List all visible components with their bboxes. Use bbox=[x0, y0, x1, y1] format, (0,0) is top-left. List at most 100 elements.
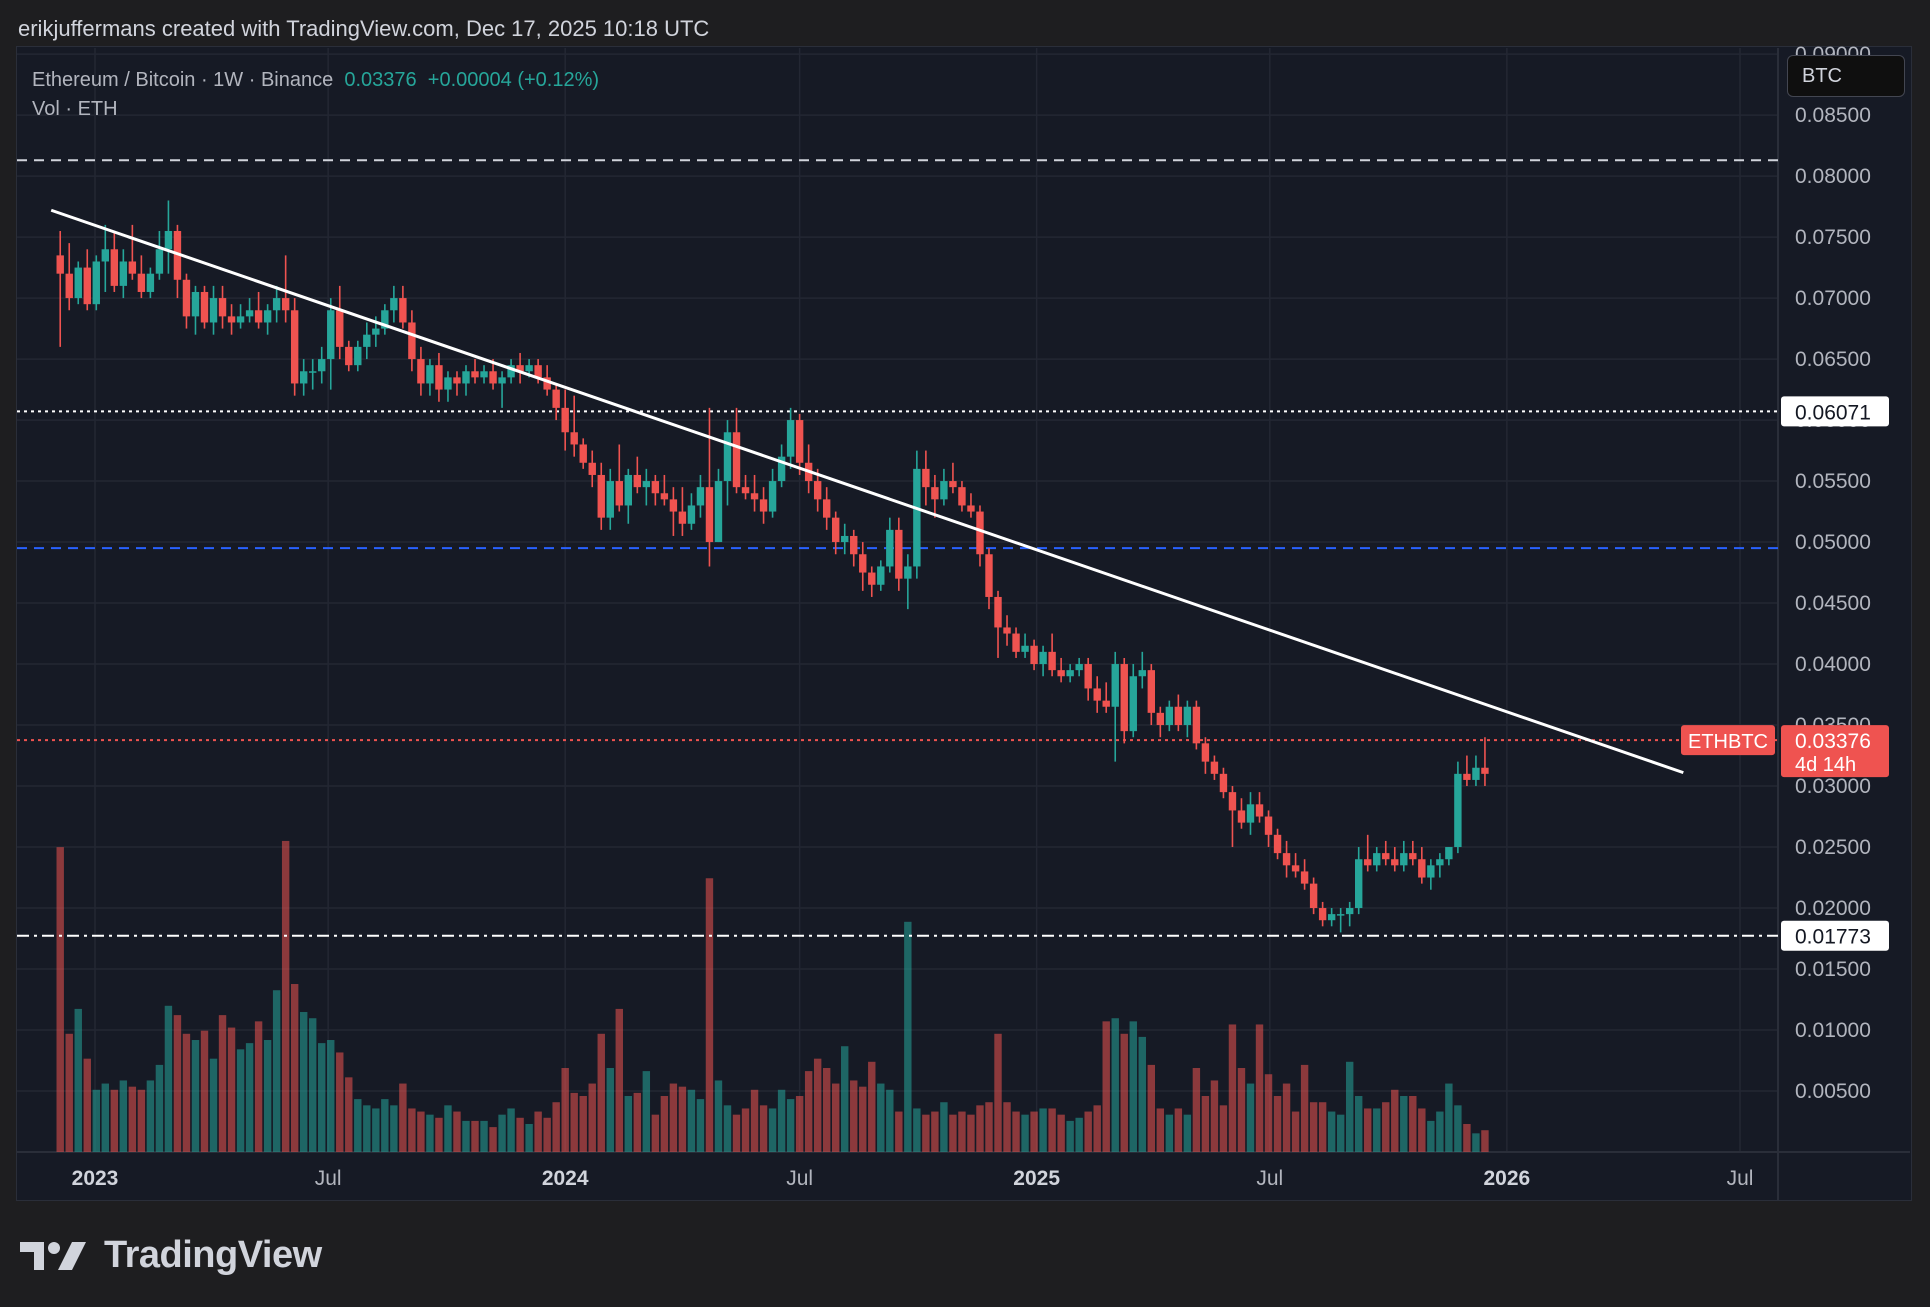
volume-bar bbox=[1111, 1018, 1119, 1152]
volume-bar bbox=[345, 1077, 353, 1152]
volume-bar bbox=[56, 847, 64, 1152]
candle-body bbox=[164, 230, 173, 250]
candle-body bbox=[1445, 847, 1453, 860]
candle-body bbox=[1345, 908, 1354, 915]
candle-body bbox=[1472, 767, 1480, 780]
candle-body bbox=[417, 359, 425, 384]
candle-body bbox=[1400, 853, 1408, 866]
candle-body bbox=[146, 273, 155, 292]
volume-bar bbox=[444, 1105, 452, 1152]
volume-bar bbox=[669, 1083, 678, 1152]
volume-bar bbox=[886, 1089, 894, 1152]
volume-bar bbox=[841, 1046, 849, 1152]
volume-bar bbox=[462, 1120, 470, 1152]
candle-body bbox=[642, 481, 651, 488]
candle-body bbox=[327, 310, 335, 360]
volume-bar bbox=[363, 1105, 371, 1152]
volume-bar bbox=[534, 1111, 542, 1152]
candle-body bbox=[1192, 706, 1201, 744]
candle-body bbox=[822, 499, 831, 518]
candle-body bbox=[1228, 792, 1237, 811]
volume-bar bbox=[1427, 1120, 1435, 1152]
volume-bar bbox=[1165, 1114, 1174, 1152]
volume-bar bbox=[1012, 1111, 1020, 1152]
candle-body bbox=[967, 505, 975, 512]
candle-body bbox=[182, 279, 191, 317]
candle-body bbox=[543, 377, 551, 390]
volume-bar bbox=[101, 1083, 110, 1152]
y-tick-label: 0.05500 bbox=[1795, 470, 1871, 493]
candle-body bbox=[381, 310, 389, 329]
volume-bar bbox=[381, 1099, 389, 1152]
volume-bar bbox=[678, 1086, 687, 1152]
volume-bar bbox=[714, 1080, 723, 1152]
candle-body bbox=[624, 474, 633, 506]
candle-body bbox=[435, 365, 443, 390]
candle-body bbox=[525, 365, 533, 372]
volume-bar bbox=[1481, 1130, 1489, 1152]
volume-bar bbox=[1309, 1102, 1318, 1152]
volume-bar bbox=[1030, 1111, 1038, 1152]
chart-pane[interactable] bbox=[16, 46, 1912, 1201]
candle-body bbox=[678, 511, 687, 524]
volume-bar bbox=[570, 1092, 578, 1152]
candle-body bbox=[768, 481, 777, 512]
volume-bar bbox=[1237, 1068, 1246, 1152]
last-price-label: 0.03376 bbox=[1795, 730, 1871, 753]
candle-body bbox=[534, 365, 542, 378]
y-tick-label: 0.01500 bbox=[1795, 958, 1871, 981]
candle-body bbox=[462, 371, 470, 384]
volume-bar bbox=[615, 1008, 623, 1152]
currency-button[interactable]: BTC bbox=[1787, 55, 1905, 97]
candle-body bbox=[651, 481, 660, 494]
candle-body bbox=[1391, 859, 1399, 866]
volume-bar bbox=[850, 1080, 858, 1152]
candle-body bbox=[1039, 651, 1047, 665]
volume-bar bbox=[74, 1008, 82, 1152]
volume-bar bbox=[299, 1012, 308, 1152]
candle-body bbox=[1336, 914, 1345, 916]
candle-body bbox=[480, 371, 488, 378]
candle-body bbox=[922, 468, 930, 488]
volume-bar bbox=[804, 1071, 813, 1152]
candle-body bbox=[218, 298, 227, 317]
candle-body bbox=[507, 365, 515, 378]
candle-body bbox=[318, 359, 326, 372]
volume-bar bbox=[65, 1033, 73, 1152]
candle-body bbox=[633, 474, 642, 488]
tradingview-logo-icon bbox=[20, 1241, 86, 1270]
price-chart[interactable]: 0.00500 0.01000 0.01500 0.02000 0.02500 0.030… bbox=[0, 0, 1930, 1210]
volume-bar bbox=[1147, 1064, 1156, 1152]
candle-body bbox=[444, 377, 452, 390]
volume-bar bbox=[372, 1108, 380, 1152]
candle-body bbox=[985, 554, 993, 597]
candle-body bbox=[1174, 706, 1183, 726]
volume-bar bbox=[976, 1105, 984, 1152]
candle-body bbox=[1454, 773, 1462, 848]
candle-body bbox=[741, 487, 750, 494]
volume-bar bbox=[417, 1111, 425, 1152]
candle-body bbox=[1373, 853, 1381, 866]
volume-bar bbox=[660, 1096, 669, 1152]
volume-bar bbox=[877, 1083, 885, 1152]
candle-body bbox=[1093, 688, 1101, 701]
bar-countdown: 4d 14h bbox=[1795, 754, 1856, 776]
volume-bar bbox=[146, 1080, 155, 1152]
volume-bar bbox=[507, 1108, 515, 1152]
candle-body bbox=[1300, 871, 1309, 884]
candle-body bbox=[913, 468, 921, 567]
candle-body bbox=[552, 389, 560, 408]
candle-body bbox=[669, 499, 678, 512]
candle-body bbox=[227, 316, 236, 323]
volume-bar bbox=[985, 1102, 993, 1152]
tradingview-logo: TradingView bbox=[20, 1234, 322, 1277]
candle-body bbox=[841, 535, 849, 543]
candle-body bbox=[309, 371, 317, 373]
candle-body bbox=[1427, 865, 1435, 878]
volume-bar bbox=[426, 1114, 434, 1152]
volume-bar bbox=[254, 1021, 263, 1152]
candle-body bbox=[1084, 664, 1092, 689]
volume-bar bbox=[913, 1108, 921, 1152]
candle-body bbox=[173, 230, 182, 280]
candle-body bbox=[1111, 664, 1119, 707]
